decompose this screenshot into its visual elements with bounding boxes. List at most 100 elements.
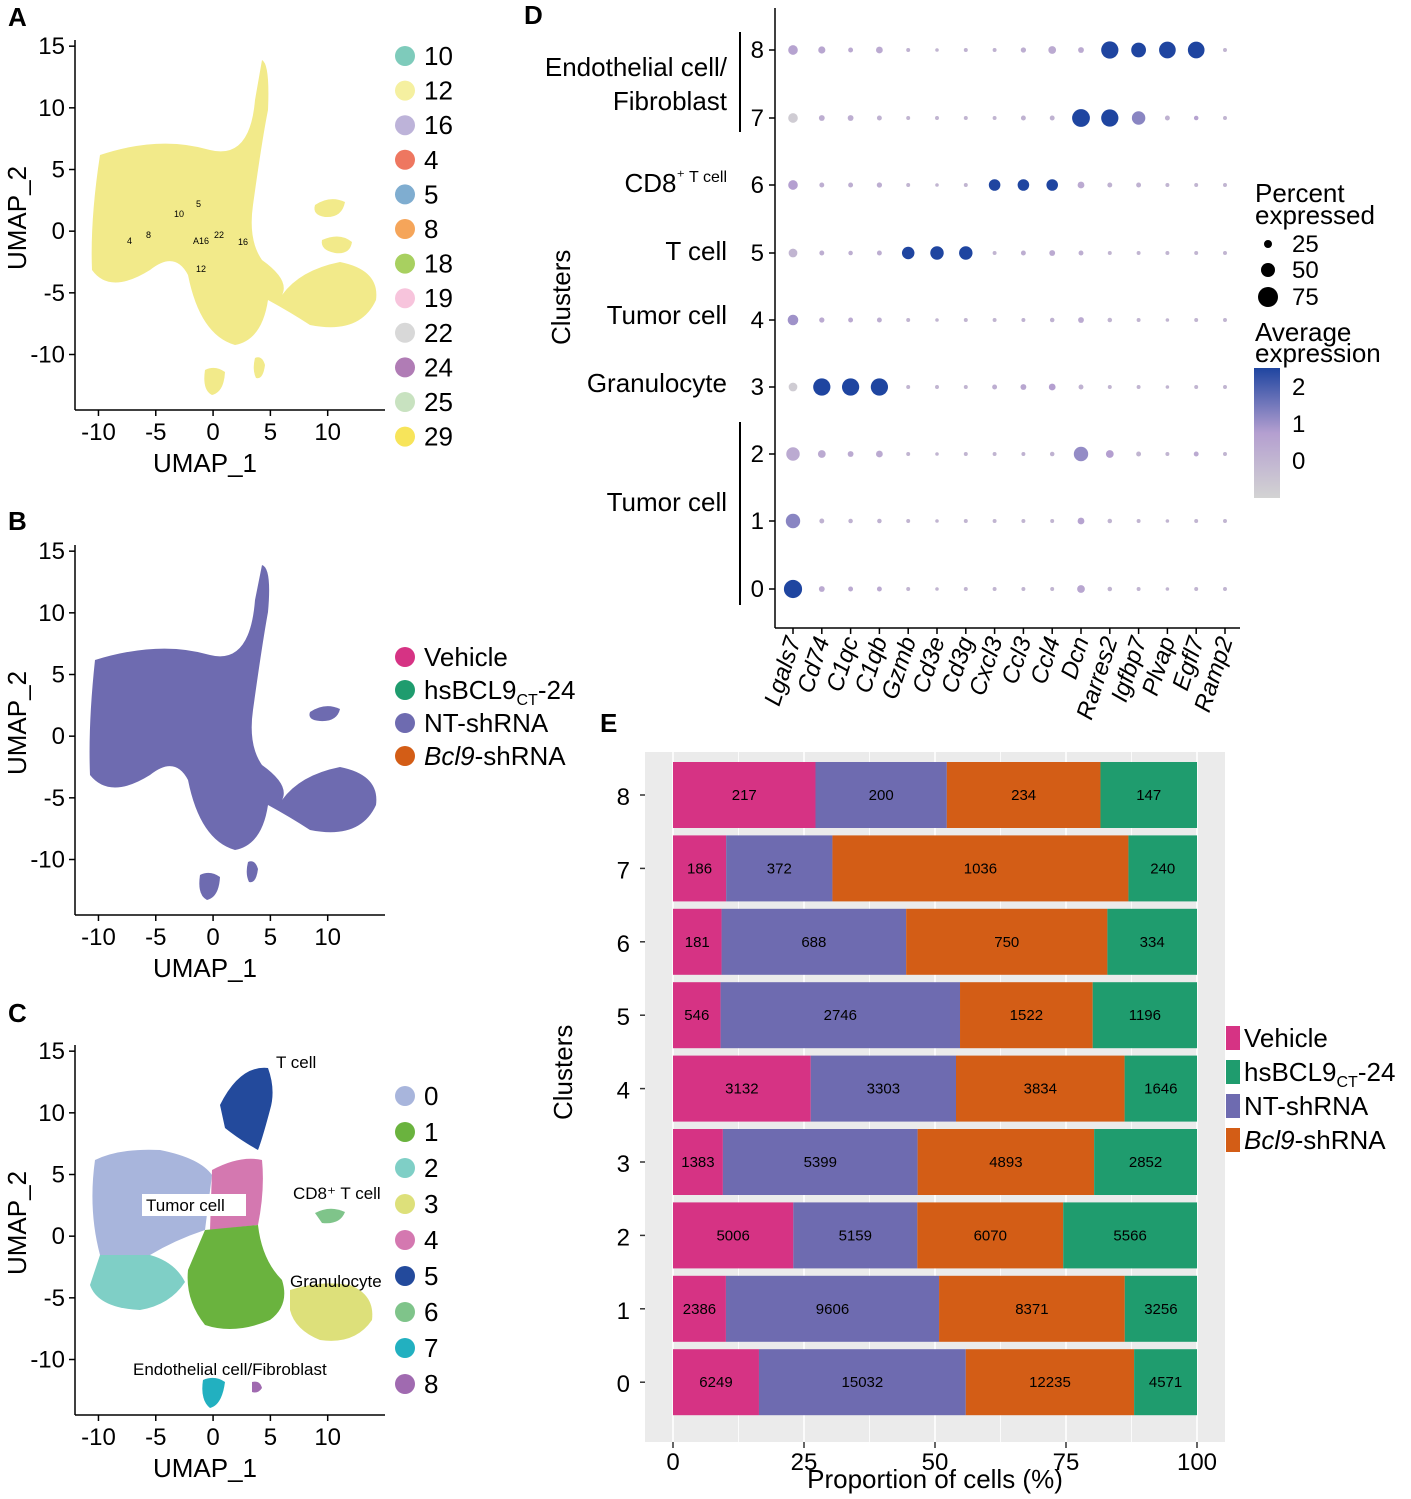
umap-c-annotation: Granulocyte bbox=[290, 1272, 382, 1291]
dotplot-dot bbox=[1107, 251, 1112, 255]
proportion-bar-segment bbox=[673, 835, 727, 902]
umap-c-legend-label: 2 bbox=[424, 1153, 438, 1183]
dotplot-dot bbox=[992, 318, 997, 322]
umap-a-legend-label: 24 bbox=[424, 352, 453, 382]
proportion-bar-segment bbox=[673, 982, 721, 1049]
dotplot-dot bbox=[813, 378, 831, 396]
umap-b-legend-swatch bbox=[395, 647, 415, 667]
dotplot-dot bbox=[1021, 318, 1026, 322]
dotplot-dot bbox=[1165, 587, 1170, 591]
dotplot-dots bbox=[783, 41, 1227, 599]
proportion-bar-segment bbox=[793, 1202, 918, 1269]
proportion-bar-segment bbox=[832, 835, 1129, 902]
umap-c-legend-label: 0 bbox=[424, 1081, 438, 1111]
dotplot-dot bbox=[1020, 115, 1026, 121]
dotplot-dot bbox=[848, 250, 853, 256]
dotplot-dot bbox=[1078, 317, 1084, 323]
proportion-bar-segment bbox=[1092, 982, 1197, 1049]
proportion-bar-segment bbox=[1134, 1349, 1197, 1416]
proportion-legend-label: Bcl9-shRNA bbox=[1244, 1125, 1386, 1155]
dotplot-dot bbox=[1049, 317, 1055, 323]
proportion-bar-segment bbox=[673, 1202, 794, 1269]
proportion-chart-ylabel: Clusters bbox=[548, 1025, 578, 1120]
umap-a-cluster-label: 12 bbox=[196, 264, 206, 274]
dotplot-dot bbox=[1020, 384, 1027, 390]
proportion-bar-label: 15032 bbox=[842, 1374, 884, 1391]
umap-a-legend-swatch bbox=[395, 392, 415, 412]
proportion-bar-segment bbox=[946, 762, 1101, 828]
dotplot-dot bbox=[876, 450, 883, 458]
proportion-chart-x-tick-label: 75 bbox=[1053, 1449, 1080, 1476]
umap-a-y-tick-label: 15 bbox=[38, 33, 65, 60]
proportion-bar-label: 147 bbox=[1136, 787, 1161, 804]
dotplot-dot bbox=[992, 48, 997, 52]
dotplot-dot bbox=[876, 250, 882, 256]
dotplot-dot bbox=[963, 183, 968, 187]
dotplot-dot bbox=[1165, 452, 1170, 456]
umap-c-legend-swatch bbox=[395, 1338, 415, 1358]
legend-label-main: NT-shRNA bbox=[1244, 1091, 1369, 1121]
umap-a-legend-swatch bbox=[395, 322, 415, 343]
umap-a-legend-swatch bbox=[395, 184, 415, 205]
dotplot-dot bbox=[870, 378, 889, 396]
proportion-bar-segment bbox=[939, 1275, 1125, 1342]
dotplot-dot bbox=[876, 317, 882, 323]
dotplot-dot bbox=[788, 382, 798, 392]
proportion-bar-label: 2746 bbox=[824, 1007, 857, 1024]
legend-label-main: Bcl9 bbox=[424, 741, 475, 771]
dotplot-dot bbox=[963, 587, 968, 591]
dotplot-dot bbox=[930, 246, 944, 260]
dotplot-dot bbox=[847, 451, 854, 457]
dotplot-dot bbox=[848, 586, 854, 592]
legend-label-main: hsBCL9 bbox=[424, 675, 517, 705]
dotplot-dot bbox=[1107, 586, 1113, 592]
umap-c-legend-label: 1 bbox=[424, 1117, 438, 1147]
dotplot-dot bbox=[1077, 517, 1085, 525]
dotplot-dot bbox=[1136, 318, 1141, 322]
umap-a-legend-swatch bbox=[395, 253, 415, 274]
dotplot-dot bbox=[1050, 519, 1055, 523]
dotplot-row-label: 0 bbox=[751, 576, 764, 603]
size-legend-dot bbox=[1258, 287, 1278, 307]
dotplot-row-label: 8 bbox=[751, 37, 764, 64]
umap-b-island-bottom-2 bbox=[246, 861, 258, 883]
dotplot-dot bbox=[1223, 452, 1227, 456]
umap-a-legend-swatch bbox=[395, 149, 415, 170]
dotplot-dot bbox=[963, 385, 968, 389]
dotplot-dot bbox=[1131, 111, 1146, 125]
proportion-chart-x-tick-label: 50 bbox=[922, 1449, 949, 1476]
proportion-chart-x-ticks: 0 25 50 75 100 bbox=[666, 1442, 1217, 1476]
umap-b-legend-swatch bbox=[395, 746, 415, 766]
dotplot-dot bbox=[1049, 115, 1055, 121]
umap-c-x-tick-label: -10 bbox=[81, 1424, 116, 1451]
dotplot-dot bbox=[876, 586, 882, 592]
dotplot-celltype: Endothelial cell/ bbox=[545, 52, 728, 82]
color-legend-title: expression bbox=[1255, 338, 1381, 368]
proportion-bar-label: 2852 bbox=[1129, 1154, 1162, 1171]
dotplot-celltype: Granulocyte bbox=[587, 368, 727, 398]
umap-a-legend-label: 18 bbox=[424, 249, 453, 279]
umap-c-cluster-6 bbox=[315, 1208, 345, 1224]
umap-a: 10 5 4 8 A16 22 16 12 bbox=[91, 60, 377, 395]
umap-a-legend-label: 5 bbox=[424, 179, 438, 209]
dotplot-dot bbox=[876, 115, 882, 121]
umap-c-legend-label: 7 bbox=[424, 1333, 438, 1363]
umap-c-y-tick-label: 15 bbox=[38, 1038, 65, 1065]
proportion-bar-segment bbox=[965, 1349, 1135, 1416]
proportion-bar-label: 186 bbox=[687, 860, 712, 877]
proportion-chart-bars: 217 200 234 147 186 372 1036 240 181 688 750 334 546… bbox=[673, 762, 1197, 1416]
umap-c-legend-label: 4 bbox=[424, 1225, 438, 1255]
dotplot-dot bbox=[906, 116, 911, 120]
dotplot-dot bbox=[1021, 452, 1026, 456]
umap-a-legend-label: 12 bbox=[424, 76, 453, 106]
umap-c-annotation: Tumor cell bbox=[146, 1196, 225, 1215]
umap-b-island-small bbox=[309, 706, 340, 722]
size-legend-label: 50 bbox=[1292, 257, 1319, 284]
dotplot-dot bbox=[818, 115, 825, 121]
size-legend-dot bbox=[1261, 263, 1275, 277]
dotplot-dot bbox=[1049, 250, 1056, 256]
umap-a-x-tick-label: 5 bbox=[264, 419, 277, 446]
dotplot-dot bbox=[1105, 450, 1114, 458]
proportion-bar-segment bbox=[673, 1129, 723, 1195]
proportion-bar-segment bbox=[720, 982, 961, 1049]
